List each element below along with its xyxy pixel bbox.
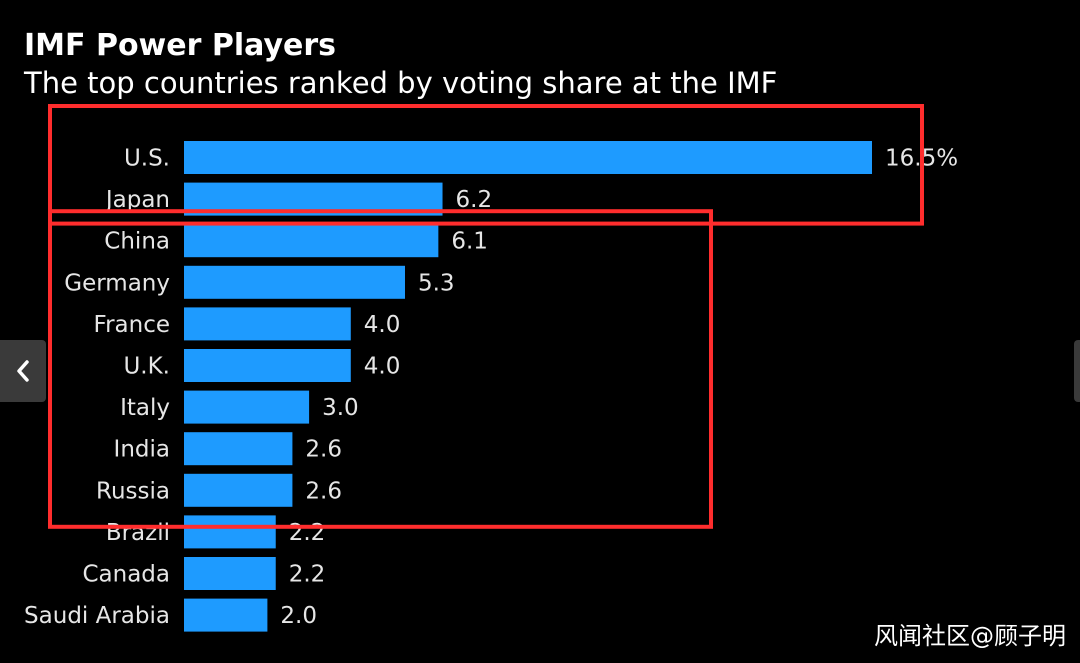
category-label: U.S.	[124, 146, 170, 172]
category-label: France	[94, 312, 170, 338]
value-label: 2.0	[280, 603, 317, 629]
bar-russia	[184, 473, 293, 507]
category-label: Canada	[82, 562, 170, 588]
bar-china	[184, 224, 439, 258]
value-label: 4.0	[364, 354, 401, 380]
chart-title: IMF Power Players	[24, 28, 336, 63]
chart-subtitle: The top countries ranked by voting share…	[24, 66, 778, 100]
value-label: 3.0	[322, 395, 359, 421]
category-label: Brazil	[106, 520, 170, 546]
value-label: 2.6	[305, 478, 342, 504]
category-label: Russia	[96, 478, 170, 504]
bar-u-k	[184, 349, 351, 382]
bar-india	[184, 432, 293, 466]
bar-u-s	[184, 141, 872, 174]
highlight-box-2	[48, 209, 713, 529]
category-label: Saudi Arabia	[24, 603, 170, 629]
bar-france	[184, 307, 351, 341]
value-label: 4.0	[364, 312, 401, 338]
highlight-box-1	[48, 104, 924, 226]
bar-italy	[184, 390, 310, 424]
watermark: 风闻社区@顾子明	[874, 622, 1066, 650]
chevron-left-icon	[17, 360, 29, 382]
next-button[interactable]	[1074, 340, 1080, 402]
value-label: 2.2	[289, 520, 326, 546]
category-label: Italy	[120, 395, 170, 421]
prev-button[interactable]	[0, 340, 46, 402]
bar-canada	[184, 557, 276, 590]
bar-brazil	[184, 515, 276, 549]
value-label: 5.3	[418, 270, 455, 296]
bar-saudi-arabia	[184, 598, 268, 632]
value-label: 6.2	[456, 187, 493, 213]
value-label: 2.6	[305, 437, 342, 463]
category-label: U.K.	[123, 354, 170, 380]
category-label: Germany	[64, 270, 170, 296]
category-label: India	[114, 437, 170, 463]
category-label: Japan	[104, 187, 170, 213]
category-label: China	[104, 229, 170, 255]
value-label: 6.1	[451, 229, 488, 255]
value-label: 2.2	[289, 562, 326, 588]
bar-germany	[184, 265, 405, 299]
